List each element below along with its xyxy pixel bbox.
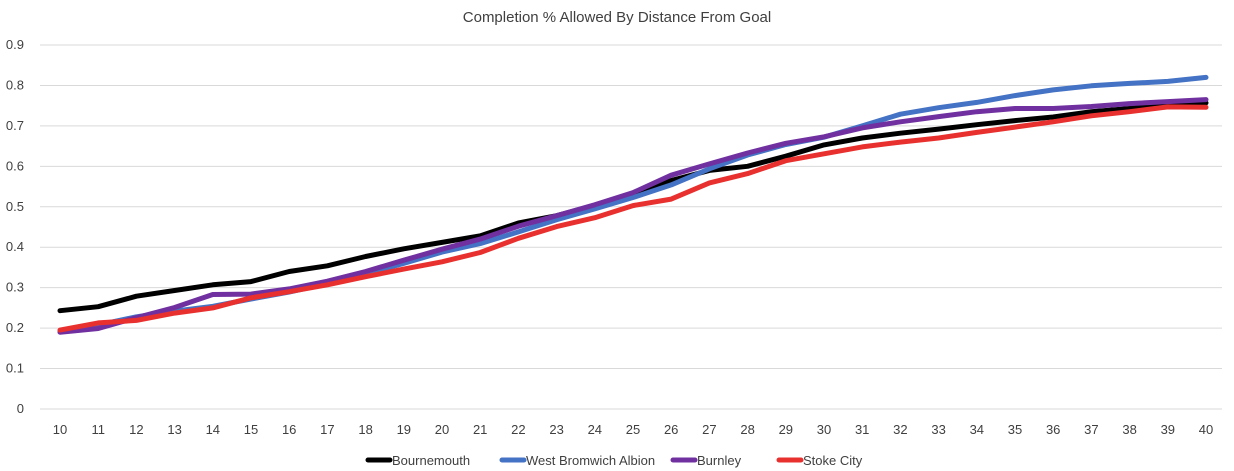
x-tick-label: 36: [1046, 422, 1060, 437]
x-tick-label: 38: [1122, 422, 1136, 437]
y-tick-label: 0.6: [6, 158, 24, 173]
x-tick-label: 23: [549, 422, 563, 437]
x-tick-label: 31: [855, 422, 869, 437]
y-tick-label: 0.2: [6, 320, 24, 335]
legend-label: Bournemouth: [392, 453, 470, 468]
x-tick-label: 29: [779, 422, 793, 437]
x-tick-label: 32: [893, 422, 907, 437]
series-lines: [57, 74, 1209, 335]
y-tick-label: 0.5: [6, 199, 24, 214]
x-tick-label: 18: [358, 422, 372, 437]
gridlines: [40, 44, 1222, 410]
y-tick-label: 0.7: [6, 118, 24, 133]
x-tick-label: 14: [206, 422, 220, 437]
x-tick-label: 39: [1161, 422, 1175, 437]
x-tick-label: 24: [588, 422, 602, 437]
series-line-stoke-city: [57, 104, 1209, 333]
legend-item: West Bromwich Albion: [499, 453, 655, 468]
legend-item: Stoke City: [776, 453, 863, 468]
legend-label: Burnley: [697, 453, 742, 468]
legend: Bournemouth West Bromwich Albion Burnley St…: [365, 453, 863, 468]
x-tick-label: 17: [320, 422, 334, 437]
x-tick-label: 40: [1199, 422, 1213, 437]
chart-title: Completion % Allowed By Distance From Go…: [463, 9, 771, 26]
x-tick-label: 13: [167, 422, 181, 437]
x-tick-label: 25: [626, 422, 640, 437]
x-tick-label: 22: [511, 422, 525, 437]
x-tick-label: 30: [817, 422, 831, 437]
legend-label: Stoke City: [803, 453, 863, 468]
y-tick-label: 0.3: [6, 280, 24, 295]
x-tick-label: 26: [664, 422, 678, 437]
x-tick-label: 21: [473, 422, 487, 437]
y-tick-label: 0: [17, 401, 24, 416]
legend-label: West Bromwich Albion: [526, 453, 655, 468]
x-tick-label: 15: [244, 422, 258, 437]
x-axis-ticks: 10 11 12 13 14 15 16 17 18 19 20 21 22 23 24 25 26 27 28 29…: [53, 422, 1213, 437]
y-tick-label: 0.8: [6, 77, 24, 92]
x-tick-label: 34: [970, 422, 984, 437]
y-tick-label: 0.1: [6, 361, 24, 376]
y-tick-label: 0.4: [6, 239, 24, 254]
x-tick-label: 12: [129, 422, 143, 437]
x-tick-label: 33: [931, 422, 945, 437]
x-tick-label: 28: [740, 422, 754, 437]
series-line-burnley: [57, 97, 1209, 335]
y-tick-label: 0.9: [6, 37, 24, 52]
x-tick-label: 19: [397, 422, 411, 437]
x-tick-label: 16: [282, 422, 296, 437]
legend-item: Burnley: [670, 453, 742, 468]
x-tick-label: 20: [435, 422, 449, 437]
x-tick-label: 11: [91, 422, 105, 437]
x-tick-label: 27: [702, 422, 716, 437]
legend-item: Bournemouth: [365, 453, 470, 468]
x-tick-label: 37: [1084, 422, 1098, 437]
x-tick-label: 35: [1008, 422, 1022, 437]
x-tick-label: 10: [53, 422, 67, 437]
y-axis-ticks: 0 0.1 0.2 0.3 0.4 0.5 0.6 0.7 0.8 0.9: [6, 37, 24, 416]
